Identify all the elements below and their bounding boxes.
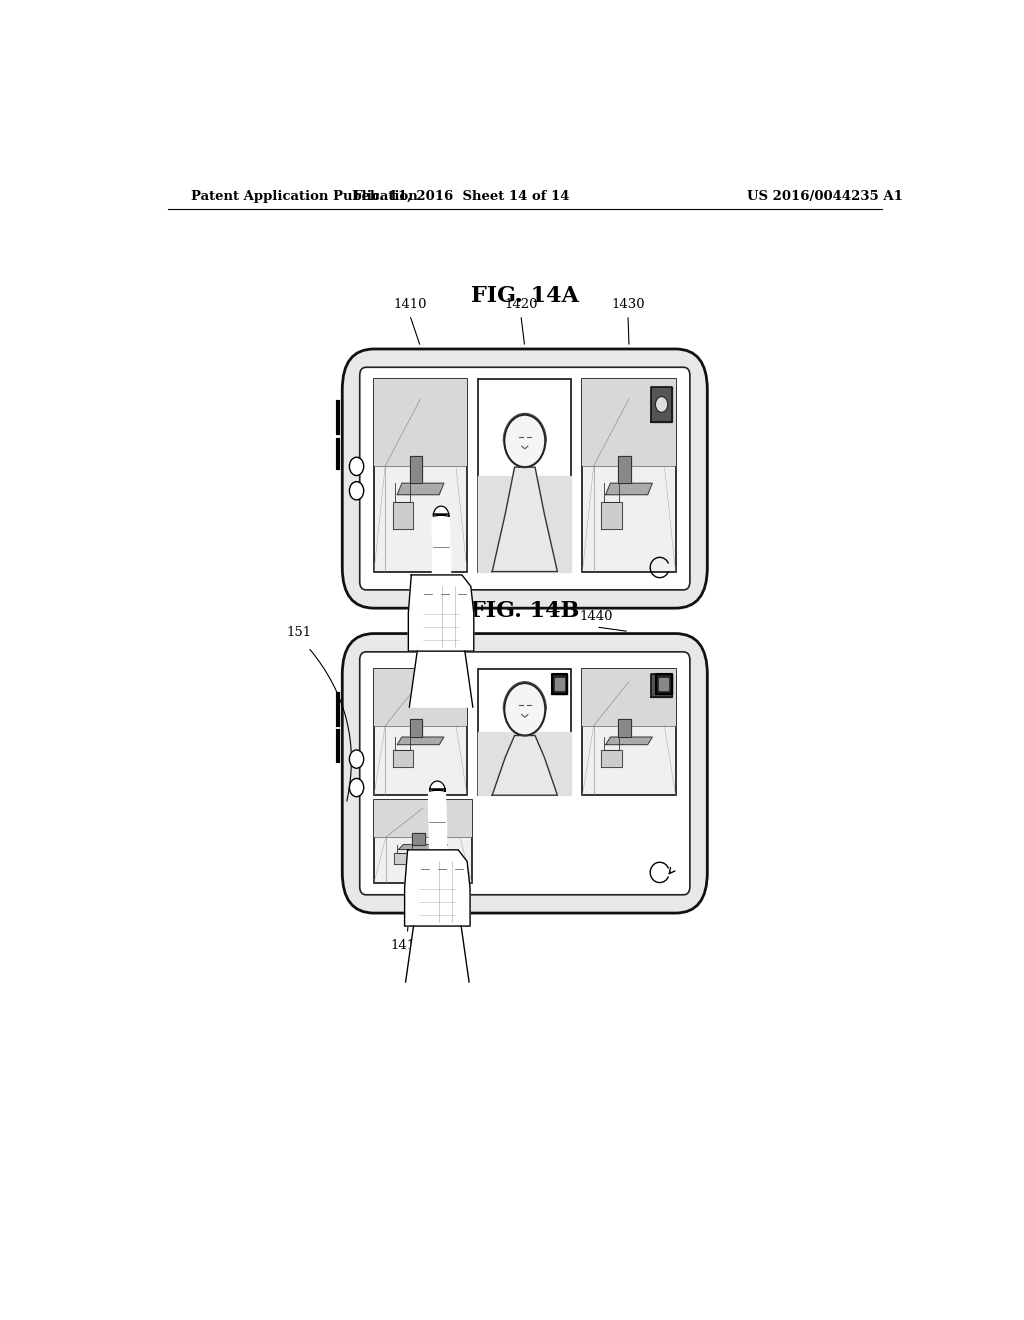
Polygon shape [658,678,669,690]
Bar [374,669,467,795]
Polygon shape [503,413,547,454]
Polygon shape [404,850,470,927]
Polygon shape [432,513,450,579]
Polygon shape [618,719,631,737]
Bar [374,800,472,837]
Polygon shape [655,675,672,694]
Polygon shape [410,457,423,483]
Polygon shape [393,853,415,865]
Polygon shape [493,735,557,795]
Text: Feb. 11, 2016  Sheet 14 of 14: Feb. 11, 2016 Sheet 14 of 14 [353,190,569,202]
Circle shape [504,682,546,735]
Polygon shape [429,789,446,855]
Polygon shape [478,733,571,795]
Polygon shape [618,457,631,483]
Polygon shape [606,483,652,495]
Bar [583,669,676,795]
Text: 1420: 1420 [504,298,538,312]
Polygon shape [409,576,474,651]
Bar [374,379,467,572]
Polygon shape [432,513,450,579]
Text: 1430: 1430 [611,298,645,312]
Circle shape [349,457,364,475]
Polygon shape [397,737,443,744]
Polygon shape [429,789,446,855]
Polygon shape [651,387,672,421]
Polygon shape [552,675,567,694]
Circle shape [656,678,667,692]
Polygon shape [651,675,672,697]
Circle shape [349,750,364,768]
Text: Patent Application Publication: Patent Application Publication [191,190,418,202]
Text: 1411: 1411 [390,939,424,952]
Circle shape [349,482,364,500]
Text: 1440: 1440 [580,610,613,623]
Bar [583,669,676,726]
Polygon shape [410,719,423,737]
Polygon shape [392,503,413,529]
Polygon shape [392,750,413,767]
Polygon shape [601,750,622,767]
Polygon shape [503,681,547,722]
Bar [583,379,676,572]
FancyBboxPatch shape [342,634,708,913]
Polygon shape [406,927,469,982]
Polygon shape [433,506,449,516]
Polygon shape [410,651,473,708]
Polygon shape [606,737,652,744]
FancyBboxPatch shape [359,652,690,895]
Bar [374,379,467,466]
FancyBboxPatch shape [359,367,690,590]
Text: FIG. 14B: FIG. 14B [470,599,580,622]
Text: 1410: 1410 [409,610,442,623]
Circle shape [349,779,364,797]
Polygon shape [397,483,443,495]
Circle shape [504,414,546,467]
Text: 1410: 1410 [393,298,426,312]
Bar [374,669,467,726]
Circle shape [655,396,668,412]
Bar [478,669,571,795]
Bar [374,800,472,883]
FancyBboxPatch shape [342,348,708,609]
Polygon shape [398,845,447,850]
Text: FIG. 14A: FIG. 14A [471,285,579,306]
Polygon shape [412,833,425,845]
Polygon shape [601,503,622,529]
Polygon shape [429,781,445,791]
Text: US 2016/0044235 A1: US 2016/0044235 A1 [748,190,903,202]
Bar [478,379,571,572]
Polygon shape [493,467,557,572]
Polygon shape [555,678,564,690]
Bar [583,379,676,466]
Text: 151: 151 [286,626,311,639]
Polygon shape [478,475,571,572]
